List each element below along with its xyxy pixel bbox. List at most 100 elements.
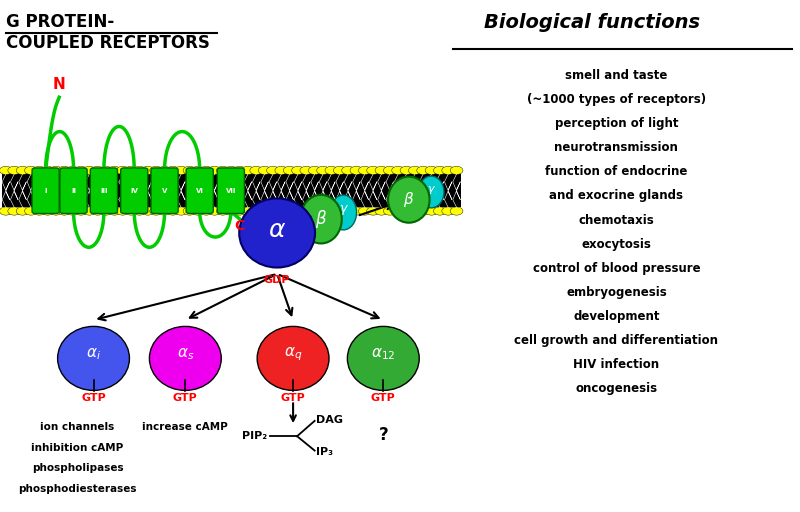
Circle shape: [292, 166, 304, 175]
Text: smell and taste: smell and taste: [566, 69, 667, 82]
Circle shape: [442, 166, 454, 175]
Circle shape: [158, 207, 171, 215]
Circle shape: [417, 207, 430, 215]
FancyBboxPatch shape: [151, 168, 178, 214]
Text: function of endocrine: function of endocrine: [546, 165, 687, 178]
Circle shape: [142, 166, 154, 175]
Circle shape: [250, 166, 262, 175]
Circle shape: [200, 207, 213, 215]
Circle shape: [100, 166, 113, 175]
Text: N: N: [53, 77, 66, 92]
Text: $\gamma$: $\gamma$: [426, 184, 436, 197]
Ellipse shape: [257, 327, 329, 390]
Circle shape: [33, 166, 46, 175]
Circle shape: [366, 207, 379, 215]
Circle shape: [74, 207, 87, 215]
Circle shape: [58, 166, 70, 175]
Text: DAG: DAG: [316, 415, 343, 425]
Circle shape: [258, 166, 271, 175]
Text: IV: IV: [130, 188, 138, 194]
Circle shape: [91, 207, 104, 215]
Circle shape: [25, 166, 38, 175]
Text: C: C: [234, 219, 245, 233]
Text: GTP: GTP: [371, 393, 396, 403]
FancyBboxPatch shape: [218, 168, 244, 214]
Circle shape: [258, 207, 271, 215]
Circle shape: [0, 207, 12, 215]
Circle shape: [74, 166, 87, 175]
Circle shape: [308, 207, 321, 215]
Circle shape: [250, 207, 262, 215]
Text: embryogenesis: embryogenesis: [566, 286, 666, 298]
Text: ?: ?: [378, 426, 388, 444]
Circle shape: [425, 166, 438, 175]
Circle shape: [358, 166, 371, 175]
FancyBboxPatch shape: [121, 168, 148, 214]
Circle shape: [434, 166, 446, 175]
Circle shape: [300, 207, 313, 215]
Circle shape: [0, 166, 12, 175]
Circle shape: [217, 207, 230, 215]
Circle shape: [350, 166, 362, 175]
Circle shape: [191, 166, 204, 175]
Circle shape: [200, 166, 213, 175]
Text: $\beta$: $\beta$: [403, 190, 414, 209]
Circle shape: [409, 166, 422, 175]
Text: $\alpha$: $\alpha$: [268, 219, 286, 242]
Circle shape: [116, 207, 129, 215]
Text: phospholipases: phospholipases: [32, 463, 123, 474]
Circle shape: [50, 166, 62, 175]
Circle shape: [217, 166, 230, 175]
Circle shape: [150, 207, 162, 215]
Circle shape: [42, 166, 54, 175]
Circle shape: [317, 207, 330, 215]
Circle shape: [133, 207, 146, 215]
Text: GTP: GTP: [281, 393, 306, 403]
Circle shape: [392, 166, 405, 175]
Circle shape: [16, 207, 29, 215]
Circle shape: [42, 207, 54, 215]
Circle shape: [425, 207, 438, 215]
Circle shape: [450, 207, 463, 215]
Circle shape: [242, 166, 254, 175]
Circle shape: [325, 207, 338, 215]
Text: III: III: [100, 188, 108, 194]
Circle shape: [383, 207, 396, 215]
Circle shape: [225, 166, 238, 175]
Circle shape: [342, 207, 354, 215]
Circle shape: [283, 207, 296, 215]
Circle shape: [191, 207, 204, 215]
Text: development: development: [573, 310, 660, 323]
Ellipse shape: [388, 177, 430, 223]
Circle shape: [166, 166, 179, 175]
Text: V: V: [162, 188, 167, 194]
Circle shape: [58, 207, 70, 215]
Ellipse shape: [418, 176, 444, 208]
Text: $\alpha_{12}$: $\alpha_{12}$: [371, 347, 395, 362]
Text: phosphodiesterases: phosphodiesterases: [18, 484, 137, 494]
Circle shape: [317, 166, 330, 175]
Circle shape: [125, 207, 138, 215]
Circle shape: [334, 166, 346, 175]
Ellipse shape: [347, 327, 419, 390]
Circle shape: [450, 166, 463, 175]
Text: cell growth and differentiation: cell growth and differentiation: [514, 334, 718, 347]
Circle shape: [66, 207, 79, 215]
FancyBboxPatch shape: [32, 168, 59, 214]
Circle shape: [66, 166, 79, 175]
Circle shape: [91, 166, 104, 175]
Circle shape: [400, 166, 413, 175]
Circle shape: [409, 207, 422, 215]
Text: perception of light: perception of light: [554, 117, 678, 130]
Circle shape: [325, 166, 338, 175]
Circle shape: [108, 207, 121, 215]
Text: control of blood pressure: control of blood pressure: [533, 262, 700, 274]
Text: chemotaxis: chemotaxis: [578, 214, 654, 226]
Circle shape: [25, 207, 38, 215]
Circle shape: [350, 207, 362, 215]
FancyBboxPatch shape: [90, 168, 118, 214]
Text: (~1000 types of receptors): (~1000 types of receptors): [527, 93, 706, 106]
FancyBboxPatch shape: [60, 168, 87, 214]
Text: neurotransmission: neurotransmission: [554, 141, 678, 154]
Ellipse shape: [330, 195, 357, 230]
